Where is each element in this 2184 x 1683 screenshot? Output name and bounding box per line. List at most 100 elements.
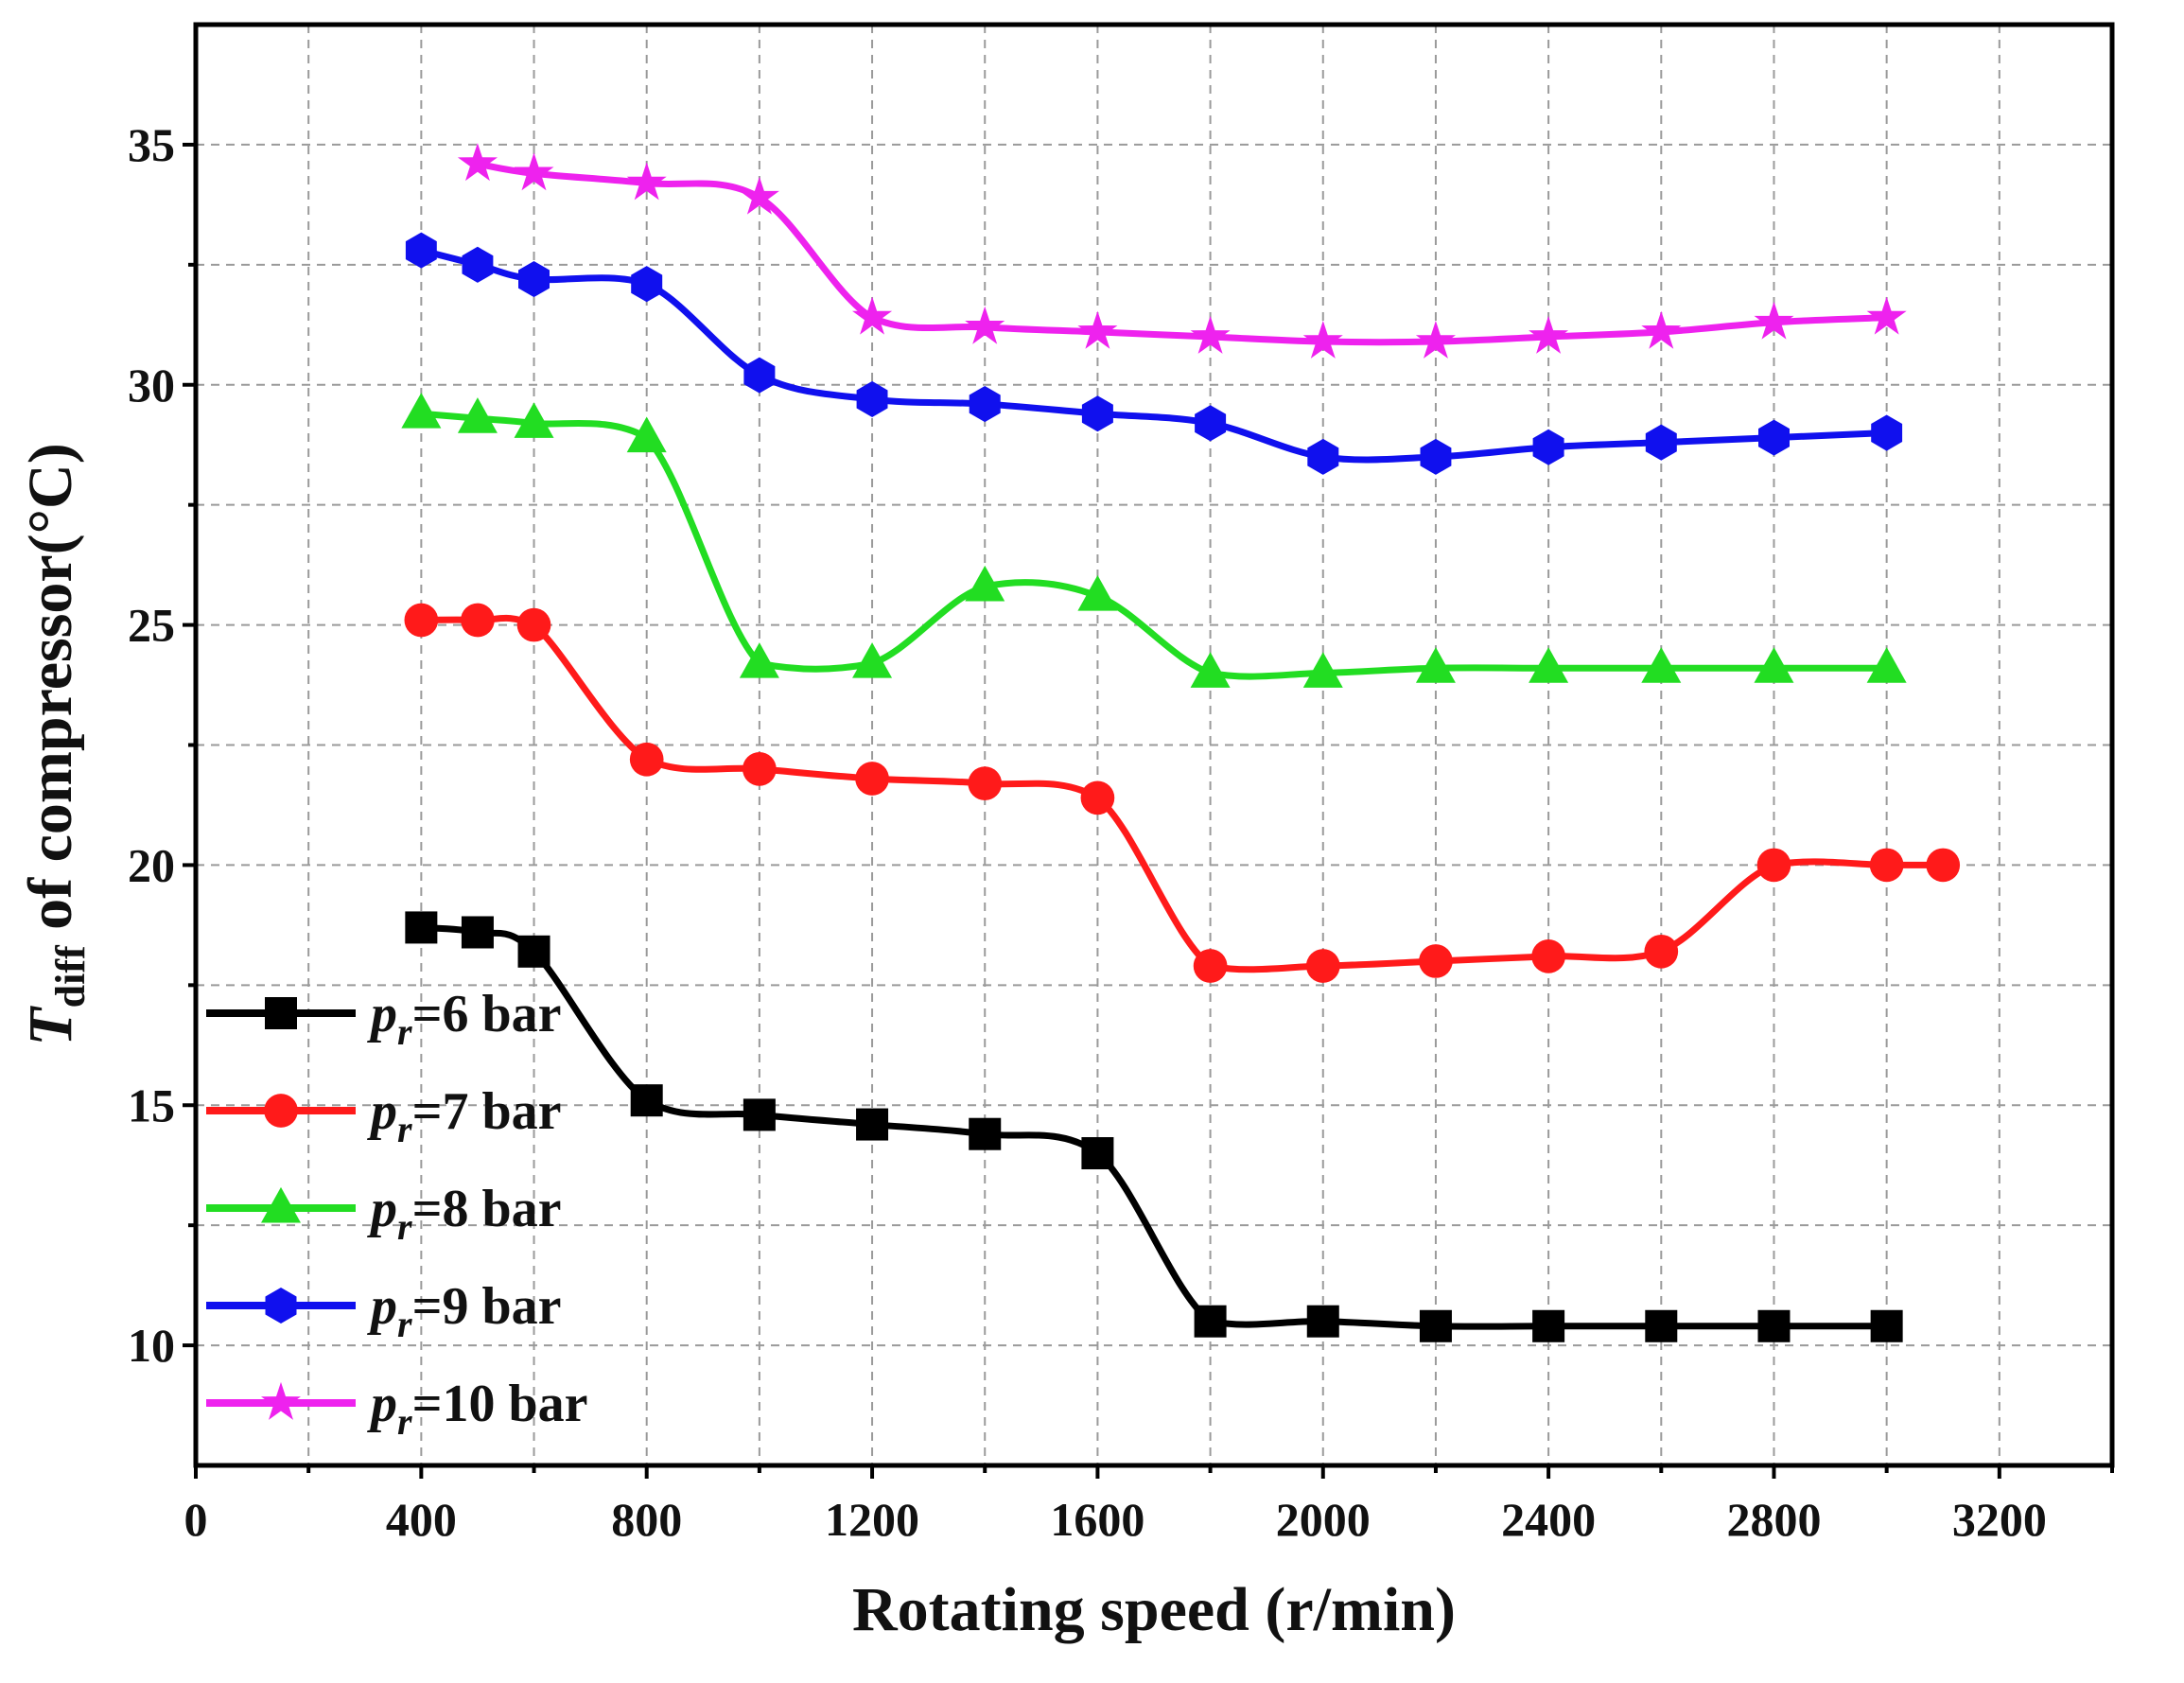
data-point-9-bar (1532, 429, 1564, 465)
data-point-8-bar (1866, 647, 1907, 683)
data-point-8-bar (457, 397, 498, 433)
data-point-6-bar (856, 1108, 889, 1141)
data-point-10-bar (1302, 321, 1343, 359)
data-point-7-bar (1926, 848, 1961, 883)
data-point-9-bar (743, 357, 776, 394)
data-point-10-bar (739, 176, 779, 215)
data-point-6-bar (1532, 1309, 1565, 1342)
data-point-7-bar (1193, 949, 1228, 983)
data-point-7-bar (1080, 780, 1115, 815)
x-tick-label: 1200 (825, 1493, 919, 1546)
legend-label-6-bar: pr=6 bar (367, 985, 562, 1053)
x-tick-label: 2800 (1726, 1493, 1821, 1546)
data-point-8-bar (965, 565, 1005, 602)
data-point-8-bar (1529, 647, 1569, 683)
data-point-10-bar (852, 296, 893, 335)
data-point-8-bar (739, 642, 779, 678)
y-axis-title-sub: diff (47, 944, 94, 1008)
data-point-10-bar (1754, 301, 1794, 340)
x-axis-title: Rotating speed (r/min) (852, 1575, 1456, 1644)
data-point-9-bar (631, 266, 663, 303)
data-point-6-bar (1757, 1309, 1791, 1342)
data-point-7-bar (1419, 944, 1453, 978)
data-point-6-bar (1645, 1309, 1678, 1342)
data-point-8-bar (1415, 647, 1456, 683)
data-point-9-bar (1195, 405, 1227, 442)
data-point-10-bar (514, 152, 554, 191)
legend-label-7-bar: pr=7 bar (367, 1082, 562, 1150)
data-point-9-bar (1645, 424, 1677, 461)
legend-marker-7-bar (264, 1094, 298, 1128)
legend-marker-8-bar (261, 1186, 301, 1223)
y-tick-label: 35 (128, 118, 175, 171)
x-tick-label: 2400 (1501, 1493, 1596, 1546)
data-point-7-bar (743, 752, 777, 786)
data-point-8-bar (1754, 647, 1794, 683)
data-point-7-bar (461, 603, 495, 638)
data-point-7-bar (516, 607, 551, 642)
legend-marker-10-bar (261, 1381, 301, 1420)
data-point-7-bar (1305, 949, 1340, 983)
data-point-10-bar (965, 306, 1005, 344)
legend-label-10-bar: pr=10 bar (367, 1375, 588, 1443)
data-point-7-bar (968, 766, 1003, 800)
data-point-8-bar (401, 393, 442, 429)
data-point-8-bar (626, 416, 667, 453)
data-point-6-bar (969, 1117, 1002, 1150)
data-point-6-bar (461, 916, 494, 949)
x-tick-label: 400 (386, 1493, 457, 1546)
series-line-7-bar (417, 614, 1947, 973)
series-markers (401, 143, 1961, 1342)
data-point-6-bar (405, 911, 438, 944)
data-point-7-bar (1531, 939, 1565, 973)
legend-marker-6-bar (265, 997, 297, 1029)
data-point-6-bar (517, 935, 550, 968)
legend: pr=6 bar pr=7 bar pr=8 bar pr=9 bar pr=10 ba… (206, 985, 588, 1443)
data-point-10-bar (1529, 315, 1569, 354)
data-point-7-bar (1869, 848, 1904, 883)
data-point-6-bar (1194, 1305, 1227, 1338)
tick-labels: 0 400 800 1200 1600 2000 2400 2800 3200 10 15 20 25 3… (128, 118, 2047, 1546)
data-point-6-bar (1870, 1309, 1903, 1342)
data-point-6-bar (630, 1084, 663, 1117)
data-point-9-bar (462, 246, 494, 283)
data-point-10-bar (1415, 321, 1456, 359)
y-tick-label: 20 (128, 838, 175, 891)
data-point-10-bar (457, 143, 498, 182)
data-point-10-bar (1190, 315, 1231, 354)
data-point-9-bar (1420, 438, 1452, 475)
x-tick-label: 800 (611, 1493, 682, 1546)
data-point-7-bar (1644, 934, 1679, 969)
data-point-6-bar (1419, 1309, 1452, 1342)
data-point-7-bar (404, 603, 439, 638)
data-point-7-bar (1756, 848, 1791, 883)
data-point-9-bar (856, 380, 888, 417)
series-line-10-bar (474, 160, 1891, 346)
legend-label-9-bar: pr=9 bar (367, 1277, 562, 1345)
data-point-10-bar (1866, 296, 1907, 335)
data-point-6-bar (1081, 1137, 1114, 1170)
y-axis-title: Tdiff of compressor(°C) (16, 443, 94, 1045)
data-point-8-bar (1641, 647, 1682, 683)
data-point-9-bar (1081, 395, 1113, 432)
data-point-6-bar (1306, 1305, 1339, 1338)
y-tick-label: 15 (128, 1078, 175, 1131)
y-tick-label: 25 (128, 599, 175, 652)
data-point-9-bar (405, 232, 437, 269)
data-point-7-bar (855, 762, 889, 796)
x-tick-label: 0 (184, 1493, 208, 1546)
data-point-7-bar (629, 742, 664, 777)
data-point-10-bar (1077, 310, 1118, 349)
y-tick-label: 30 (128, 359, 175, 412)
data-point-9-bar (1871, 414, 1903, 451)
legend-label-8-bar: pr=8 bar (367, 1180, 562, 1248)
data-point-10-bar (626, 162, 667, 201)
data-point-8-bar (1077, 575, 1118, 611)
data-point-8-bar (514, 402, 554, 438)
x-tick-label: 2000 (1276, 1493, 1371, 1546)
data-point-8-bar (1190, 652, 1231, 688)
y-axis-title-rest: of compressor(°C) (16, 443, 85, 945)
y-axis-title-main: T (16, 1006, 85, 1046)
data-point-9-bar (969, 386, 1001, 423)
